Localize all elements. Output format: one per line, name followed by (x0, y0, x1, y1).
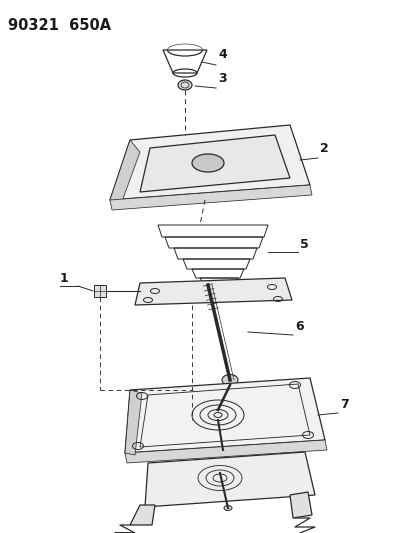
Text: 90321  650A: 90321 650A (8, 18, 111, 33)
Text: 3: 3 (218, 72, 226, 85)
Polygon shape (110, 125, 309, 200)
Text: 4: 4 (218, 48, 226, 61)
Polygon shape (140, 135, 289, 192)
Ellipse shape (223, 505, 231, 511)
Text: 1: 1 (60, 272, 69, 285)
Ellipse shape (192, 154, 223, 172)
Text: 5: 5 (299, 238, 308, 251)
Ellipse shape (221, 375, 237, 385)
Polygon shape (94, 285, 106, 297)
Text: 6: 6 (294, 320, 303, 333)
Polygon shape (125, 440, 326, 463)
Polygon shape (125, 390, 142, 455)
Polygon shape (110, 185, 311, 210)
Polygon shape (135, 278, 291, 305)
Ellipse shape (178, 80, 192, 90)
Polygon shape (289, 492, 311, 518)
Polygon shape (125, 378, 324, 453)
Polygon shape (110, 140, 140, 207)
Polygon shape (145, 452, 314, 507)
Text: 7: 7 (339, 398, 348, 411)
Polygon shape (130, 505, 154, 525)
Text: 2: 2 (319, 142, 328, 155)
